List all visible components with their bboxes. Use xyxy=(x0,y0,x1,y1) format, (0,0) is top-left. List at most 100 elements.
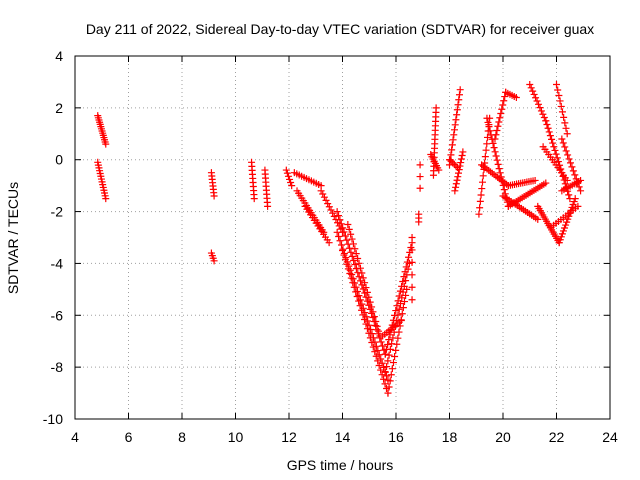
data-point xyxy=(350,283,358,291)
data-point xyxy=(552,150,560,158)
data-point xyxy=(457,159,465,167)
data-point xyxy=(542,117,550,125)
data-point xyxy=(435,166,443,174)
data-point xyxy=(348,235,356,243)
data-point xyxy=(544,124,552,132)
data-point xyxy=(344,265,352,273)
y-tick-label: -4 xyxy=(51,255,64,271)
data-point xyxy=(102,195,110,203)
data-point xyxy=(341,232,349,240)
data-point xyxy=(339,246,346,254)
data-point xyxy=(338,241,346,249)
data-point xyxy=(375,327,383,335)
data-point xyxy=(476,197,484,205)
data-point xyxy=(512,93,520,101)
data-point xyxy=(415,218,423,226)
data-point xyxy=(531,176,539,184)
data-point xyxy=(400,282,408,290)
data-point xyxy=(356,302,364,310)
data-point xyxy=(492,152,500,160)
data-point xyxy=(491,148,499,156)
data-point xyxy=(362,284,370,292)
data-point xyxy=(450,126,458,134)
data-point xyxy=(369,308,377,316)
data-point xyxy=(577,176,585,184)
data-point xyxy=(250,195,258,203)
data-point xyxy=(558,230,566,238)
data-point xyxy=(565,191,573,199)
data-point xyxy=(399,304,407,312)
data-point xyxy=(563,176,571,184)
data-point xyxy=(447,157,455,165)
data-point xyxy=(374,347,382,355)
data-point xyxy=(335,212,343,220)
data-point xyxy=(391,352,399,360)
y-tick-label: 0 xyxy=(55,152,63,168)
data-point xyxy=(383,372,391,380)
data-point xyxy=(562,147,570,155)
data-point xyxy=(345,225,353,233)
data-point xyxy=(561,224,569,232)
data-point xyxy=(352,250,360,258)
data-point xyxy=(375,361,383,369)
data-point xyxy=(496,169,504,177)
data-point xyxy=(483,140,491,148)
data-point xyxy=(575,183,583,191)
data-point xyxy=(564,151,572,159)
data-point xyxy=(349,279,357,287)
data-points xyxy=(94,81,585,397)
data-point xyxy=(481,153,489,161)
data-point xyxy=(501,93,509,101)
data-point xyxy=(447,151,455,159)
data-point xyxy=(408,283,416,291)
data-point xyxy=(557,233,565,241)
x-tick-label: 8 xyxy=(178,429,186,445)
data-point xyxy=(449,136,457,144)
data-point xyxy=(542,179,550,187)
y-tick-label: 4 xyxy=(55,48,63,64)
data-point xyxy=(416,184,424,192)
data-point xyxy=(353,292,361,300)
data-point xyxy=(549,139,557,147)
data-point xyxy=(375,351,383,359)
data-point xyxy=(496,114,504,122)
data-point xyxy=(546,132,554,140)
data-point xyxy=(408,296,416,304)
data-point xyxy=(377,338,385,346)
data-point xyxy=(560,113,568,121)
data-point xyxy=(398,294,406,302)
data-point xyxy=(350,256,358,264)
data-point xyxy=(361,279,369,287)
data-point xyxy=(322,196,330,204)
data-point xyxy=(402,277,410,285)
data-point xyxy=(571,171,579,179)
data-point xyxy=(392,346,400,354)
data-point xyxy=(400,298,408,306)
x-axis-label: GPS time / hours xyxy=(287,457,394,473)
data-point xyxy=(555,91,563,99)
data-point xyxy=(486,127,494,135)
x-tick-label: 12 xyxy=(281,429,297,445)
data-point xyxy=(341,256,349,264)
data-point xyxy=(453,106,461,114)
data-point xyxy=(340,251,348,259)
data-point xyxy=(377,366,385,374)
data-point xyxy=(478,185,486,193)
data-point xyxy=(330,212,338,220)
data-point xyxy=(478,178,486,186)
grid xyxy=(75,56,610,419)
data-point xyxy=(408,234,416,241)
data-point xyxy=(398,310,406,318)
data-point xyxy=(351,245,359,253)
data-point xyxy=(526,81,534,89)
data-point xyxy=(533,97,541,105)
data-point xyxy=(359,311,367,319)
data-point xyxy=(343,236,351,244)
data-point xyxy=(366,298,374,306)
data-point xyxy=(385,351,393,359)
data-point xyxy=(320,193,328,201)
data-point xyxy=(558,135,566,143)
data-point xyxy=(405,253,413,261)
data-point xyxy=(556,97,564,105)
data-point xyxy=(449,159,457,167)
